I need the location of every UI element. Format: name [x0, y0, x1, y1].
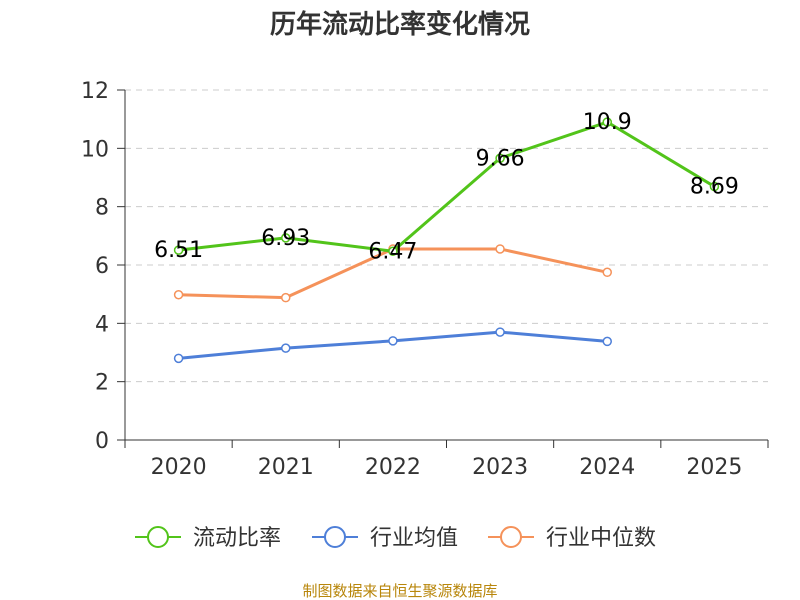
data-labels: 6.51 6.93 6.47 9.66 10.9 8.69	[154, 110, 739, 264]
y-tick-label: 2	[95, 371, 109, 396]
source-note: 制图数据来自恒生聚源数据库	[302, 582, 497, 600]
data-point[interactable]	[602, 267, 612, 278]
data-point[interactable]	[495, 327, 505, 337]
series-group	[173, 117, 720, 364]
data-point[interactable]	[173, 245, 184, 255]
legend-marker-icon	[500, 526, 522, 548]
legend-item[interactable]: 行业中位数	[488, 526, 656, 551]
legend-marker-icon	[147, 526, 169, 548]
data-label: 8.69	[690, 175, 739, 200]
x-tick-label: 2024	[579, 455, 635, 480]
legend-marker-icon	[324, 526, 346, 548]
legend-label: 行业中位数	[546, 526, 656, 551]
data-point[interactable]	[602, 336, 612, 347]
y-tick-label: 4	[95, 312, 109, 337]
data-point[interactable]	[709, 181, 720, 192]
legend-item[interactable]: 行业均值	[312, 526, 458, 551]
data-point[interactable]	[388, 246, 398, 257]
legend[interactable]: 流动比率 行业均值 行业中位数	[135, 526, 656, 551]
data-label: 6.93	[261, 226, 310, 251]
y-tick-label: 8	[95, 196, 109, 221]
data-point[interactable]	[281, 343, 291, 353]
data-point[interactable]	[495, 153, 505, 163]
y-tick-label: 10	[81, 137, 109, 162]
x-tick-label: 2023	[472, 455, 528, 480]
data-point[interactable]	[495, 244, 505, 254]
data-point[interactable]	[388, 336, 398, 346]
legend-label: 流动比率	[193, 526, 281, 551]
x-tick-label: 2020	[151, 455, 207, 480]
legend-label: 行业均值	[370, 526, 458, 551]
y-tick-label: 6	[95, 254, 109, 279]
data-point[interactable]	[281, 292, 291, 303]
data-point[interactable]	[602, 117, 612, 127]
axes: 0 2 4 6 8 10 12 2020 2021 2022 2023 2024 2025	[81, 79, 769, 480]
data-label: 9.66	[476, 146, 525, 171]
data-label: 6.47	[368, 239, 417, 264]
x-tick-label: 2021	[258, 455, 314, 480]
data-point[interactable]	[173, 353, 184, 364]
x-tick-label: 2022	[365, 455, 421, 480]
series-line	[178, 120, 716, 253]
x-tick-label: 2025	[686, 455, 742, 480]
data-label: 6.51	[154, 238, 203, 263]
data-point[interactable]	[281, 233, 291, 243]
chart-title: 历年流动比率变化情况	[270, 9, 530, 40]
y-tick-label: 12	[81, 79, 109, 104]
data-label: 10.9	[583, 110, 632, 135]
data-point[interactable]	[173, 290, 184, 300]
y-tick-label: 0	[95, 429, 109, 454]
legend-item[interactable]: 流动比率	[135, 526, 281, 551]
